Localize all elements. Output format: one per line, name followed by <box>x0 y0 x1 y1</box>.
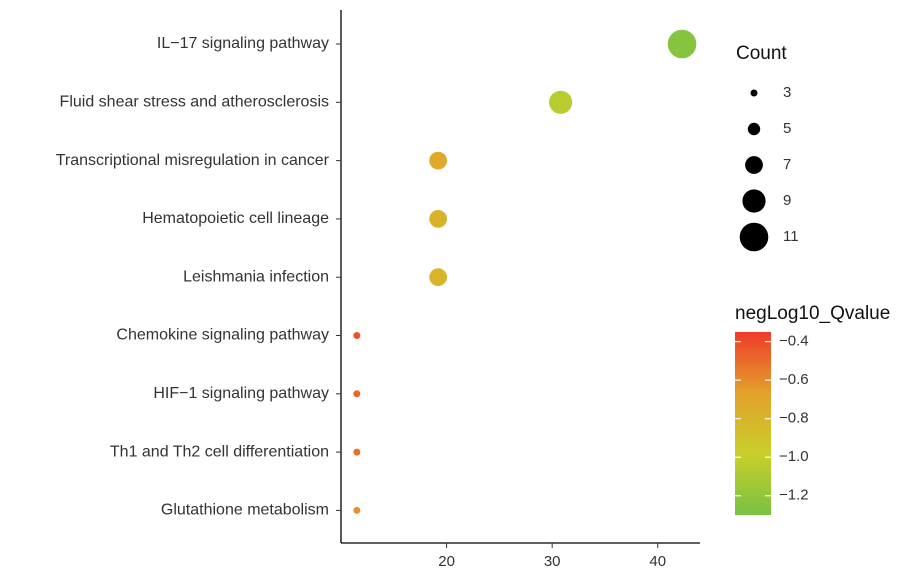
x-tick-label: 20 <box>438 553 455 569</box>
data-point <box>353 448 361 456</box>
data-point <box>429 268 448 287</box>
size-legend-label: 7 <box>783 156 791 173</box>
size-legend-dot <box>750 89 758 97</box>
color-legend-label: −1.0 <box>779 448 809 465</box>
color-legend-label: −0.4 <box>779 333 809 350</box>
size-legend-dot <box>739 222 769 252</box>
y-category-label: HIF−1 signaling pathway <box>153 385 329 402</box>
size-legend-dot <box>745 156 763 174</box>
y-category-label: Th1 and Th2 cell differentiation <box>110 443 329 460</box>
data-point <box>353 332 361 339</box>
y-category-label: Hematopoietic cell lineage <box>142 210 329 227</box>
x-tick-label: 30 <box>544 553 561 569</box>
size-legend-label: 3 <box>783 84 791 101</box>
size-legend-label: 11 <box>783 228 799 245</box>
color-legend-label: −1.2 <box>779 487 809 504</box>
data-point <box>549 90 573 114</box>
data-point <box>667 29 697 59</box>
color-legend-title: negLog10_Qvalue <box>735 303 890 324</box>
color-legend-label: −0.6 <box>779 371 809 388</box>
plot-area: IL−17 signaling pathway Fluid shear stres… <box>56 10 700 569</box>
size-legend-label: 5 <box>783 120 791 137</box>
size-legend-dot <box>747 122 761 136</box>
y-category-label: Leishmania infection <box>183 268 329 285</box>
color-legend-label: −0.8 <box>779 410 809 427</box>
y-category-label: Chemokine signaling pathway <box>116 327 329 344</box>
y-category-label: Glutathione metabolism <box>161 502 329 519</box>
y-category-label: IL−17 signaling pathway <box>157 35 329 52</box>
y-category-label: Fluid shear stress and atherosclerosis <box>60 94 329 111</box>
data-point <box>429 151 448 170</box>
y-category-label: Transcriptional misregulation in cancer <box>56 152 330 169</box>
data-point <box>353 506 361 514</box>
size-legend-title: Count <box>736 43 787 64</box>
data-point <box>353 390 361 398</box>
size-legend-label: 9 <box>783 192 791 209</box>
x-tick-label: 40 <box>649 553 666 569</box>
data-point <box>429 210 448 228</box>
legend-area: Count 3 5 7 9 11 negLog10_Qvalue −0.4 −0.6 −0.8 −1… <box>735 43 890 515</box>
color-legend-bar <box>735 332 771 515</box>
size-legend-dot <box>742 189 766 213</box>
